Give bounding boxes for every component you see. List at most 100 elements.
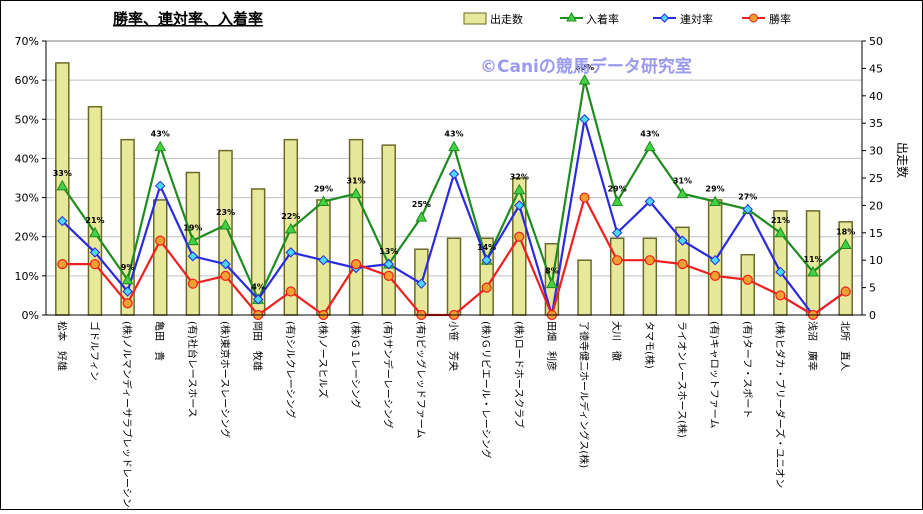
x-tick-label: (有)シルクレーシング — [284, 321, 297, 419]
data-label-entry: 29% — [314, 184, 333, 193]
marker-rentai — [742, 204, 753, 215]
x-tick-label: (有)ビッグレッドファーム — [414, 321, 427, 439]
marker-entry — [513, 183, 526, 195]
marker-entry — [317, 195, 330, 206]
marker-entry — [154, 140, 167, 152]
y-left-tick-label: 30% — [15, 192, 39, 205]
y-left-tick-label: 40% — [15, 152, 39, 165]
data-label-entry: 8% — [545, 267, 559, 276]
marker-rentai — [220, 258, 231, 270]
marker-rentai — [285, 247, 297, 258]
marker-win — [644, 255, 655, 266]
y-left-tick-label: 0% — [22, 309, 39, 322]
bar-runs — [577, 259, 592, 316]
x-tick-label: タマモ(株) — [643, 321, 656, 369]
x-tick-label: (株)ロードホースクラブ — [512, 321, 525, 428]
legend-runs: 出走数 — [490, 12, 523, 26]
marker-rentai — [514, 200, 525, 211]
watermark: ©Caniの競馬データ研究室 — [480, 56, 692, 77]
marker-win — [155, 235, 166, 246]
marker-entry — [807, 265, 819, 277]
marker-win — [350, 259, 362, 270]
x-tick-label: 田畑 利彦 — [545, 321, 558, 371]
x-tick-label: 松本 好雄 — [55, 321, 68, 371]
y-left-tick-label: 70% — [15, 35, 39, 48]
data-label-entry: 43% — [444, 130, 463, 139]
marker-win — [187, 278, 198, 289]
marker-entry — [709, 195, 721, 206]
data-label-entry: 23% — [216, 208, 235, 217]
x-tick-label: ゴドルフィン — [88, 321, 101, 381]
y-left-tick-label: 60% — [15, 74, 39, 87]
legend-swatch-runs — [463, 12, 487, 25]
legend-entry: 入着率 — [586, 12, 619, 26]
x-tick-label: 大川 徹 — [610, 321, 623, 361]
marker-win — [840, 286, 851, 297]
data-label-entry: 19% — [183, 224, 202, 233]
y2-axis-label: 出走数 — [895, 142, 910, 178]
y-right-tick-label: 35 — [869, 117, 883, 130]
bar-runs — [446, 237, 462, 316]
marker-win — [514, 231, 525, 242]
data-label-entry: 27% — [738, 192, 757, 201]
x-tick-label: (有)サンデーレーシング — [382, 321, 395, 429]
data-label-entry: 21% — [85, 216, 104, 225]
y-right-tick-label: 5 — [869, 282, 876, 295]
data-label-entry: 9% — [121, 263, 135, 272]
x-tick-label: 浅沼 廣幸 — [806, 321, 819, 371]
bar-runs — [642, 237, 658, 316]
y-right-tick-label: 50 — [869, 35, 883, 48]
marker-rentai — [89, 247, 101, 258]
marker-entry — [89, 226, 101, 238]
x-tick-label: (株)Ｇリビエール・レーシング — [480, 321, 493, 459]
data-label-entry: 32% — [510, 173, 529, 182]
chart-title: 勝率、連対率、入着率 — [113, 10, 263, 28]
x-tick-label: (有)ターフ・スポート — [741, 321, 754, 418]
y-left-tick-label: 20% — [15, 231, 39, 244]
data-label-entry: 60% — [575, 63, 594, 72]
data-labels: 33% 21% 9% 43% 19% 23% 4% 22% 29% 31% 13% 25% 43% 14%… — [53, 63, 856, 291]
grid — [46, 79, 862, 277]
marker-rentai — [187, 251, 199, 262]
marker-rentai — [579, 114, 590, 125]
data-label-entry: 29% — [608, 184, 627, 193]
x-tick-label: (株)東京ホースレーシング — [219, 321, 232, 438]
y-right-tick-label: 15 — [869, 227, 883, 240]
legend-win: 勝率 — [769, 12, 791, 26]
marker-win — [677, 259, 688, 270]
marker-win — [481, 282, 492, 293]
marker-win — [122, 298, 133, 309]
x-tick-label: 了徳寺健二ホールディングス(株) — [578, 321, 591, 468]
y-left-tick-label: 10% — [15, 270, 39, 283]
legend-marker-win — [749, 13, 758, 23]
legend-marker-entry — [566, 11, 577, 22]
x-tick-label: (株)Ｇ１レーシング — [349, 321, 362, 409]
marker-win — [742, 274, 753, 285]
bar-runs — [348, 138, 364, 316]
marker-entry — [219, 218, 232, 230]
data-label-entry: 22% — [281, 212, 300, 221]
marker-entry — [774, 226, 787, 238]
marker-rentai — [481, 254, 492, 266]
data-label-entry: 29% — [706, 184, 725, 193]
legend-rentai: 連対率 — [680, 12, 713, 26]
data-label-entry: 21% — [771, 216, 790, 225]
y-right-tick-label: 10 — [869, 254, 883, 267]
data-label-entry: 43% — [640, 130, 659, 139]
y-right-tick-label: 45 — [869, 62, 883, 75]
marker-entry — [121, 273, 134, 285]
marker-win — [579, 192, 590, 203]
x-tick-label: 岡田 牧雄 — [251, 321, 264, 371]
marker-rentai — [448, 168, 460, 180]
marker-win — [57, 259, 68, 270]
marker-rentai — [709, 254, 721, 266]
marker-entry — [350, 187, 362, 199]
marker-entry — [578, 74, 591, 85]
marker-rentai — [318, 254, 329, 266]
data-label-entry: 18% — [836, 228, 855, 237]
legend-marker-rentai — [659, 13, 670, 23]
marker-rentai — [252, 294, 264, 305]
y-right-tick-label: 40 — [869, 90, 883, 103]
